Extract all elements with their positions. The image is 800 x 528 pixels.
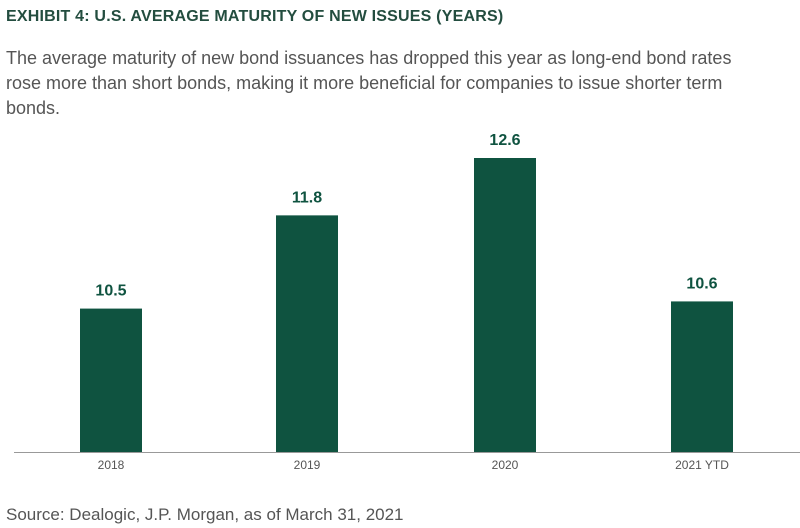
- bar-2019: [276, 215, 338, 452]
- x-tick-label: 2019: [294, 458, 321, 472]
- x-tick-label: 2021 YTD: [675, 458, 729, 472]
- bar-value-label: 11.8: [292, 189, 322, 206]
- bar-2018: [80, 308, 142, 452]
- source-note: Source: Dealogic, J.P. Morgan, as of Mar…: [6, 505, 404, 524]
- bar-value-label: 10.6: [686, 275, 717, 292]
- bar-2020: [474, 158, 536, 452]
- x-tick-label-group: 2018 2019 2020 2021 YTD: [98, 458, 730, 472]
- chart-title: EXHIBIT 4: U.S. AVERAGE MATURITY OF NEW …: [6, 8, 504, 25]
- bar-2021-ytd: [671, 301, 733, 452]
- chart-subtitle: The average maturity of new bond issuanc…: [6, 48, 732, 118]
- x-tick-label: 2018: [98, 458, 125, 472]
- bar-value-label: 10.5: [95, 283, 126, 300]
- value-label-group: 10.5 11.8 12.6 10.6: [95, 132, 717, 300]
- bar-group: [80, 158, 733, 452]
- bar-value-label: 12.6: [489, 132, 520, 149]
- x-tick-label: 2020: [492, 458, 519, 472]
